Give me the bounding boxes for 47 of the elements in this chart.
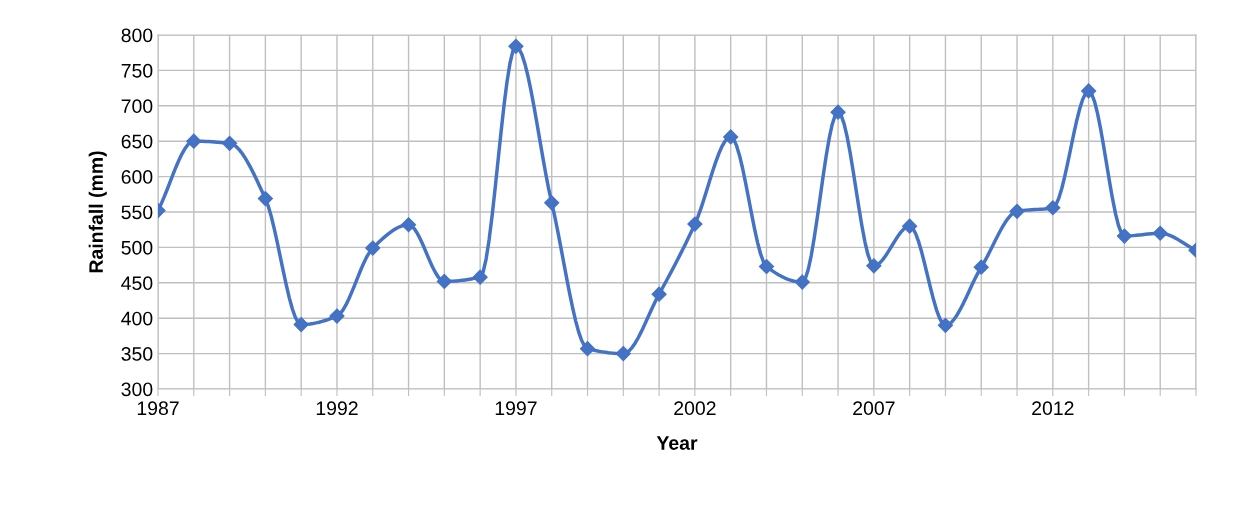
y-tick-label: 750 xyxy=(121,63,153,78)
point xyxy=(758,258,775,275)
x-tick-label: 1997 xyxy=(495,401,537,416)
point xyxy=(723,129,739,145)
point xyxy=(1081,83,1097,99)
point xyxy=(222,135,238,151)
y-tick-label: 700 xyxy=(121,99,153,114)
point xyxy=(365,240,381,256)
point xyxy=(794,274,810,290)
point xyxy=(937,317,954,333)
x-tick-label: 2002 xyxy=(674,401,716,416)
point xyxy=(436,273,452,289)
x-tick-label: 1992 xyxy=(316,401,358,416)
point xyxy=(544,195,560,211)
y-tick-label: 400 xyxy=(121,311,153,326)
point xyxy=(615,346,631,362)
point xyxy=(1116,228,1132,244)
point xyxy=(186,133,202,149)
y-tick-label: 300 xyxy=(121,382,153,397)
point xyxy=(1009,203,1025,219)
y-tick-label: 350 xyxy=(121,347,153,361)
x-tick-label: 2012 xyxy=(1032,401,1074,416)
point xyxy=(1152,225,1168,241)
point xyxy=(830,104,846,120)
point xyxy=(579,341,596,357)
point xyxy=(257,190,273,207)
point xyxy=(293,317,309,333)
point xyxy=(329,308,345,324)
y-axis-title: Rainfall (mm) xyxy=(88,151,107,273)
y-tick-label: 800 xyxy=(121,28,153,43)
y-tick-label: 500 xyxy=(121,240,153,255)
point xyxy=(400,217,417,233)
y-tick-label: 550 xyxy=(121,205,153,220)
point xyxy=(1045,200,1061,216)
point xyxy=(902,218,918,234)
point xyxy=(687,216,703,232)
y-tick-label: 450 xyxy=(121,276,153,291)
x-axis-title: Year xyxy=(656,436,698,450)
x-tick-label: 2007 xyxy=(853,401,895,416)
point xyxy=(508,38,524,54)
y-tick-label: 650 xyxy=(121,134,153,149)
point xyxy=(973,259,989,275)
y-tick-label: 600 xyxy=(121,170,153,184)
point xyxy=(472,269,488,285)
point xyxy=(866,258,882,274)
x-tick-label: 1987 xyxy=(137,401,179,416)
point xyxy=(651,286,667,302)
